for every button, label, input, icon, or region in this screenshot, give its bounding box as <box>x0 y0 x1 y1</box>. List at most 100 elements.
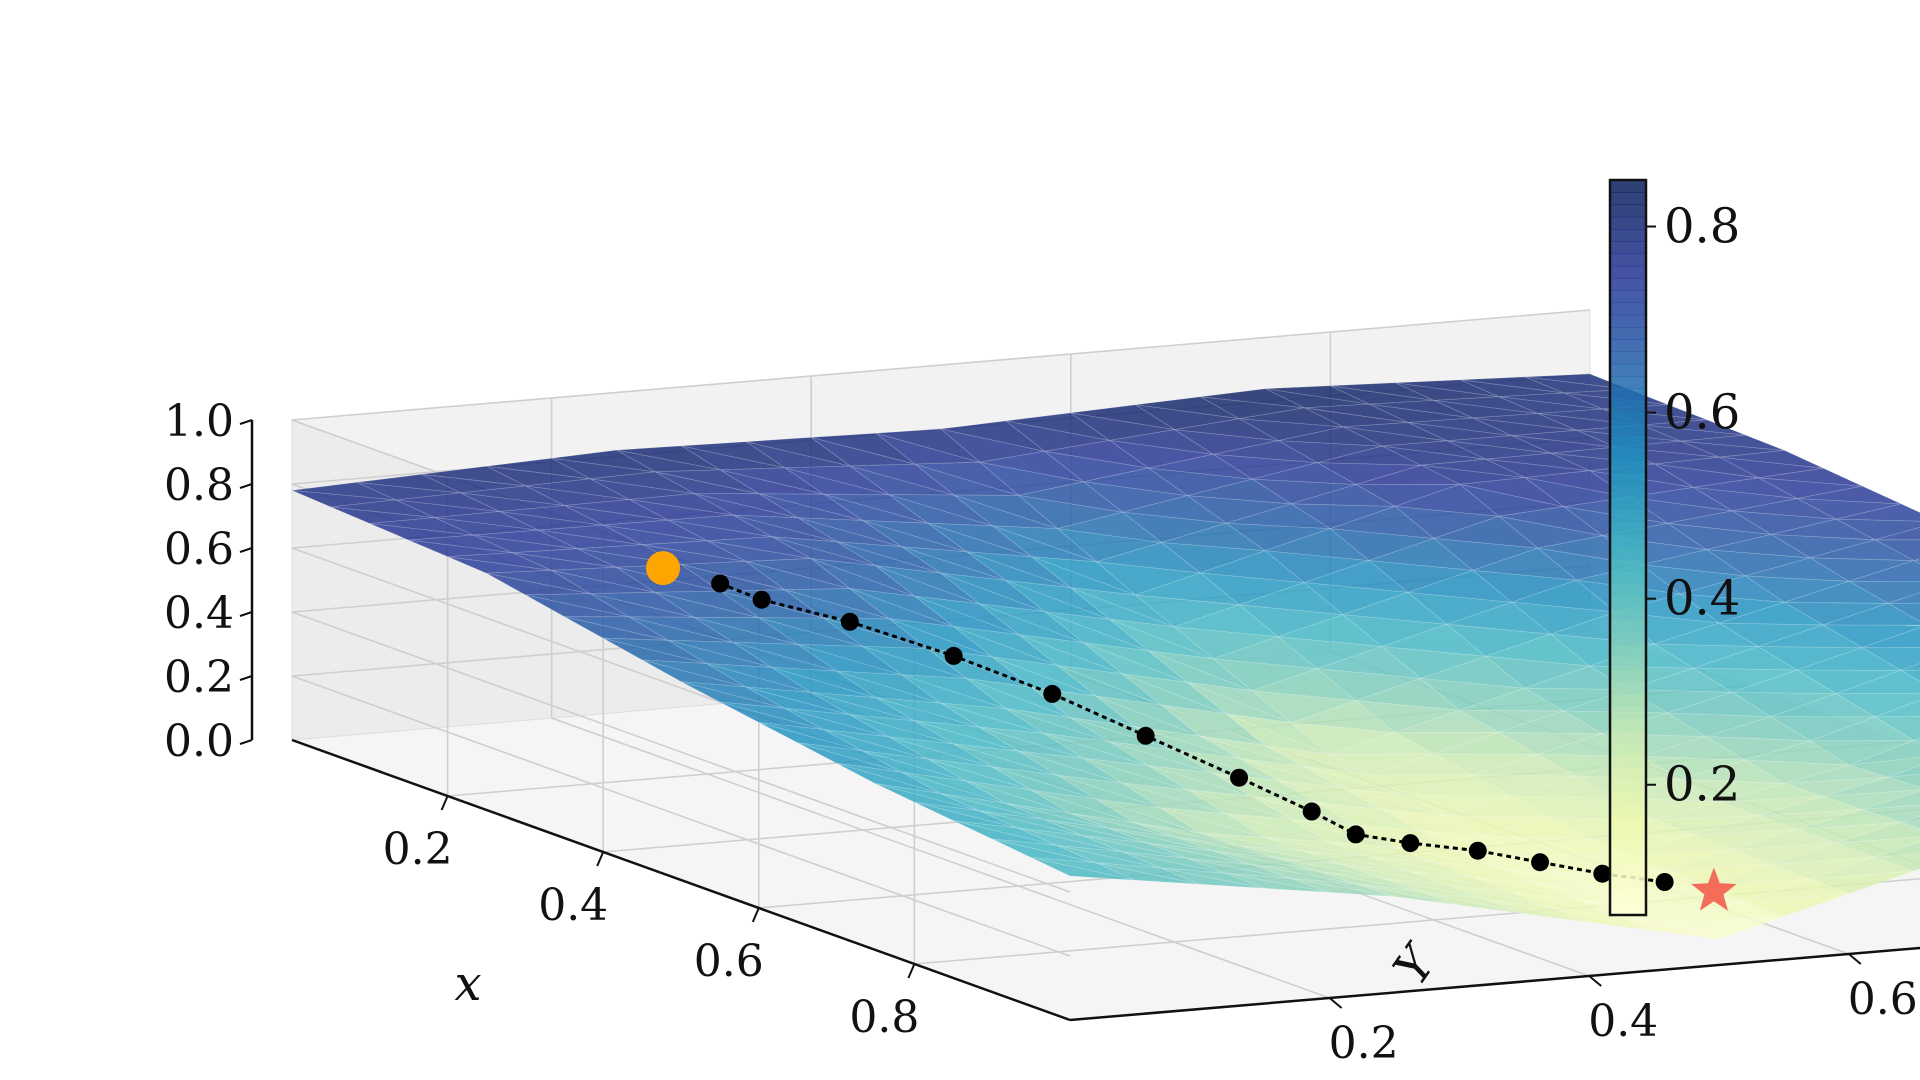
surface-facet <box>1121 511 1227 543</box>
surface-facet <box>1473 413 1578 431</box>
wall-grid-z-x <box>291 611 1071 893</box>
colorbar-segment <box>1610 768 1646 781</box>
surface-facet <box>460 492 565 512</box>
surface-facet <box>1511 795 1616 818</box>
colorbar-tick-label: 0.6 <box>1664 385 1740 441</box>
surface-facet <box>966 780 1071 814</box>
surface-facet <box>330 499 435 518</box>
surface-facet <box>1641 424 1746 442</box>
colorbar-segment <box>1610 719 1646 732</box>
colorbar-segment <box>1610 363 1646 377</box>
colorbar-segment <box>1610 792 1646 806</box>
y-tick-mark <box>1848 953 1862 965</box>
surface-facet <box>1719 601 1825 626</box>
surface-facet <box>1810 539 1915 561</box>
surface-facet <box>1797 485 1902 505</box>
surface-facet <box>1667 510 1772 535</box>
surface-facet <box>1641 549 1746 577</box>
colorbar-segment <box>1610 241 1646 255</box>
colorbar-segment <box>1610 878 1646 892</box>
colorbar-segment <box>1610 694 1646 708</box>
surface-facet <box>1277 780 1382 810</box>
surface-facet <box>1886 602 1920 622</box>
surface-facet <box>1433 731 1540 755</box>
surface-facet <box>1809 716 1916 742</box>
surface-facet <box>1225 872 1330 893</box>
surface-facet <box>1044 450 1149 483</box>
surface-facet <box>1873 715 1920 741</box>
colorbar-segment <box>1610 633 1646 647</box>
surface-facet <box>1290 878 1395 897</box>
surface-facet <box>1368 856 1473 878</box>
surface-facet <box>1550 906 1655 932</box>
surface-facet <box>1316 870 1421 892</box>
colorbar: 0.2 0.4 0.6 0.8 <box>1608 178 1740 917</box>
surface-facet <box>1017 494 1123 530</box>
y-tick-mark <box>1588 975 1602 987</box>
trajectory-point <box>1468 841 1487 860</box>
surface-facet <box>1225 813 1330 843</box>
surface-facet <box>655 590 760 619</box>
surface-facet <box>1667 849 1772 870</box>
surface-facet <box>1421 458 1526 478</box>
surface-facet <box>1368 537 1475 571</box>
surface-facet <box>1031 789 1136 824</box>
x-axis-label: x <box>454 956 481 1012</box>
surface-facet <box>811 432 916 465</box>
surface-facet <box>473 529 578 550</box>
z-tick-mark <box>239 739 253 745</box>
colorbar-segment <box>1610 400 1646 414</box>
surface-facet <box>810 437 916 467</box>
surface-facet <box>1250 690 1357 724</box>
surface-facet <box>1744 893 1849 918</box>
surface-facet <box>1135 822 1240 846</box>
surface-facet <box>538 524 643 546</box>
z-tick-mark <box>239 419 253 425</box>
surface-facet <box>1367 559 1474 593</box>
surface-facet <box>992 656 1097 697</box>
trajectory-point <box>1136 726 1155 745</box>
surface-facet <box>1459 687 1566 712</box>
surface-facet <box>1044 611 1149 652</box>
surface-facet <box>616 449 721 473</box>
surface-facet <box>1706 736 1811 761</box>
surface-mesh <box>291 373 1920 940</box>
surface-facet <box>940 572 1045 612</box>
z-tick-mark <box>239 483 253 489</box>
surface-facet <box>1861 627 1920 648</box>
surface-facet <box>1913 737 1920 741</box>
surface-facet <box>590 593 695 618</box>
surface-facet <box>706 663 812 693</box>
tick-labels: 0.2 0.4 0.6 0.8 0.2 0.4 0.6 0.8 1.0 0.0 0.2 0.4 0.6 0… <box>164 396 1918 1069</box>
surface-facet <box>1900 820 1920 830</box>
surface-facet <box>1317 445 1422 466</box>
surface-facet <box>1913 560 1920 565</box>
surface-facet <box>1719 449 1824 469</box>
surface-facet <box>486 465 591 487</box>
surface-facet <box>1407 774 1512 797</box>
surface-facet <box>1680 759 1785 784</box>
colorbar-segment <box>1610 853 1646 867</box>
surface-facet <box>953 820 1058 846</box>
colorbar-segment <box>1610 474 1646 487</box>
surface-facet <box>771 667 876 699</box>
colorbar-segment <box>1610 645 1646 659</box>
surface-facet <box>1070 412 1175 441</box>
colorbar-segment <box>1610 780 1646 794</box>
surface-facet <box>1484 655 1590 689</box>
surface-facet <box>1498 506 1603 537</box>
surface-facet <box>1809 870 1914 895</box>
colorbar-segment <box>1610 339 1646 353</box>
colorbar-segment <box>1610 314 1646 328</box>
colorbar-segment <box>1610 731 1646 745</box>
z-tick-label: 0.2 <box>164 652 234 703</box>
surface-facet <box>1290 700 1397 734</box>
surface-facet <box>875 783 980 812</box>
colorbar-segment <box>1610 572 1646 585</box>
surface-facet <box>1783 764 1889 784</box>
surface-facet <box>1782 601 1889 626</box>
surface-facet <box>1875 526 1920 541</box>
surface-facet <box>1485 816 1590 839</box>
surface-facet <box>1200 550 1306 584</box>
surface-facet <box>940 702 1045 734</box>
